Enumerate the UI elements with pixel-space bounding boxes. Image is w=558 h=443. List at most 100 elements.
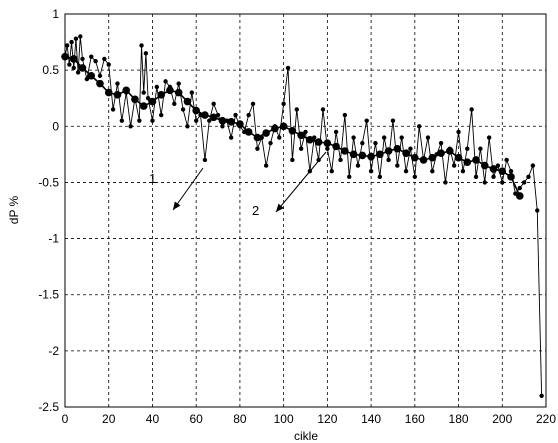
series-2-point: [393, 144, 402, 153]
series-1-point: [530, 163, 536, 168]
series-2-point: [454, 153, 463, 162]
series-2-point: [87, 71, 96, 80]
series-2-point: [402, 149, 410, 158]
series-1-point: [73, 36, 79, 41]
series-1-point: [517, 185, 522, 191]
series-2-point: [341, 147, 349, 155]
series-1-point: [469, 107, 474, 112]
series-2-point: [323, 139, 332, 147]
series-1-point: [460, 169, 466, 174]
series-2-point: [446, 147, 454, 155]
series-1-point: [69, 39, 74, 45]
series-1-point: [395, 163, 400, 168]
series-1-point: [233, 112, 238, 118]
x-tick-label: 180: [449, 412, 469, 426]
series-2-point: [358, 151, 367, 160]
series-2-point: [122, 86, 131, 95]
series-2-point: [297, 131, 305, 140]
series-1-point: [412, 174, 418, 180]
series-1-point: [228, 135, 234, 140]
series-1-point: [294, 107, 299, 112]
series-1-point: [495, 163, 501, 168]
series-1-point: [64, 43, 70, 48]
series-1-point: [535, 208, 540, 213]
series-1-point: [473, 174, 479, 180]
x-tick-label: 80: [233, 412, 247, 426]
series-1-point: [368, 169, 374, 174]
series-2-point: [166, 86, 174, 95]
series-1-point: [390, 118, 396, 123]
series-1-point: [399, 135, 404, 140]
series-2-point: [113, 91, 122, 99]
y-axis-label: dP %: [7, 195, 21, 224]
series-1-point: [408, 146, 413, 151]
series-2-point: [367, 152, 375, 161]
series-1-point: [403, 169, 409, 174]
series-2-point: [428, 153, 437, 162]
series-2-point: [279, 122, 288, 131]
series-2-point: [271, 124, 279, 133]
series-2-point: [349, 150, 358, 159]
series-1-point: [89, 54, 94, 59]
series-1-point: [268, 140, 273, 146]
y-tick-label: 0.5: [42, 63, 59, 77]
annotations: 12: [149, 151, 327, 218]
series-2-point: [78, 64, 87, 72]
series-1-point: [329, 169, 334, 174]
series-2-point: [157, 91, 165, 99]
series-1-point: [526, 174, 531, 180]
x-tick-label: 100: [274, 412, 294, 426]
series-2-point: [288, 126, 297, 135]
series-2-point: [314, 138, 323, 146]
series-1-point: [137, 118, 142, 123]
series-1-point: [145, 96, 151, 101]
series-1-point: [159, 112, 164, 118]
plot-area: [64, 13, 547, 408]
series-1-point: [277, 135, 282, 140]
series-1-line: [64, 36, 543, 396]
series-1-point: [154, 84, 160, 90]
series-1-point: [193, 118, 199, 123]
series-1-point: [141, 90, 146, 95]
series-1-point: [298, 146, 304, 151]
series-1-point: [325, 146, 330, 151]
annotation-label: 2: [252, 203, 259, 218]
series-1-point: [185, 124, 190, 129]
x-tick-label: 20: [102, 412, 116, 426]
series-1-point: [338, 157, 343, 163]
annotation-arrow-line: [172, 167, 204, 211]
series-1-point: [250, 101, 256, 107]
series-1-point: [67, 62, 72, 67]
series-1-point: [263, 163, 269, 168]
series-1-point: [491, 174, 496, 180]
series-1-point: [430, 169, 435, 174]
x-tick-label: 60: [190, 412, 204, 426]
grid: [65, 14, 546, 407]
series-2-point: [174, 88, 183, 97]
series-2-point: [480, 161, 489, 170]
series-1-point: [303, 129, 308, 135]
series-2-point: [192, 106, 200, 115]
series-2-point: [209, 113, 218, 122]
series-2-point: [507, 173, 515, 181]
series-1-point: [456, 129, 461, 135]
series-1-point: [377, 174, 383, 180]
series-1-point: [84, 76, 90, 82]
series-2-point: [96, 79, 104, 88]
y-tick-label: -2.5: [38, 400, 59, 414]
series-1-point: [382, 135, 387, 140]
y-tick-label: -2: [48, 344, 59, 358]
series-1-point: [290, 157, 295, 163]
series-1-point: [478, 146, 483, 151]
y-tick-label: -1.5: [38, 288, 59, 302]
series-2-point: [131, 95, 139, 104]
annotation-label: 1: [149, 171, 156, 186]
series-1-point: [360, 140, 365, 146]
series-2-point: [253, 133, 262, 142]
annotation-arrow-head: [276, 203, 284, 212]
series-1-point: [364, 118, 369, 123]
series-1-point: [386, 157, 391, 163]
x-tick-label: 220: [536, 412, 556, 426]
series-1-point: [281, 101, 286, 107]
